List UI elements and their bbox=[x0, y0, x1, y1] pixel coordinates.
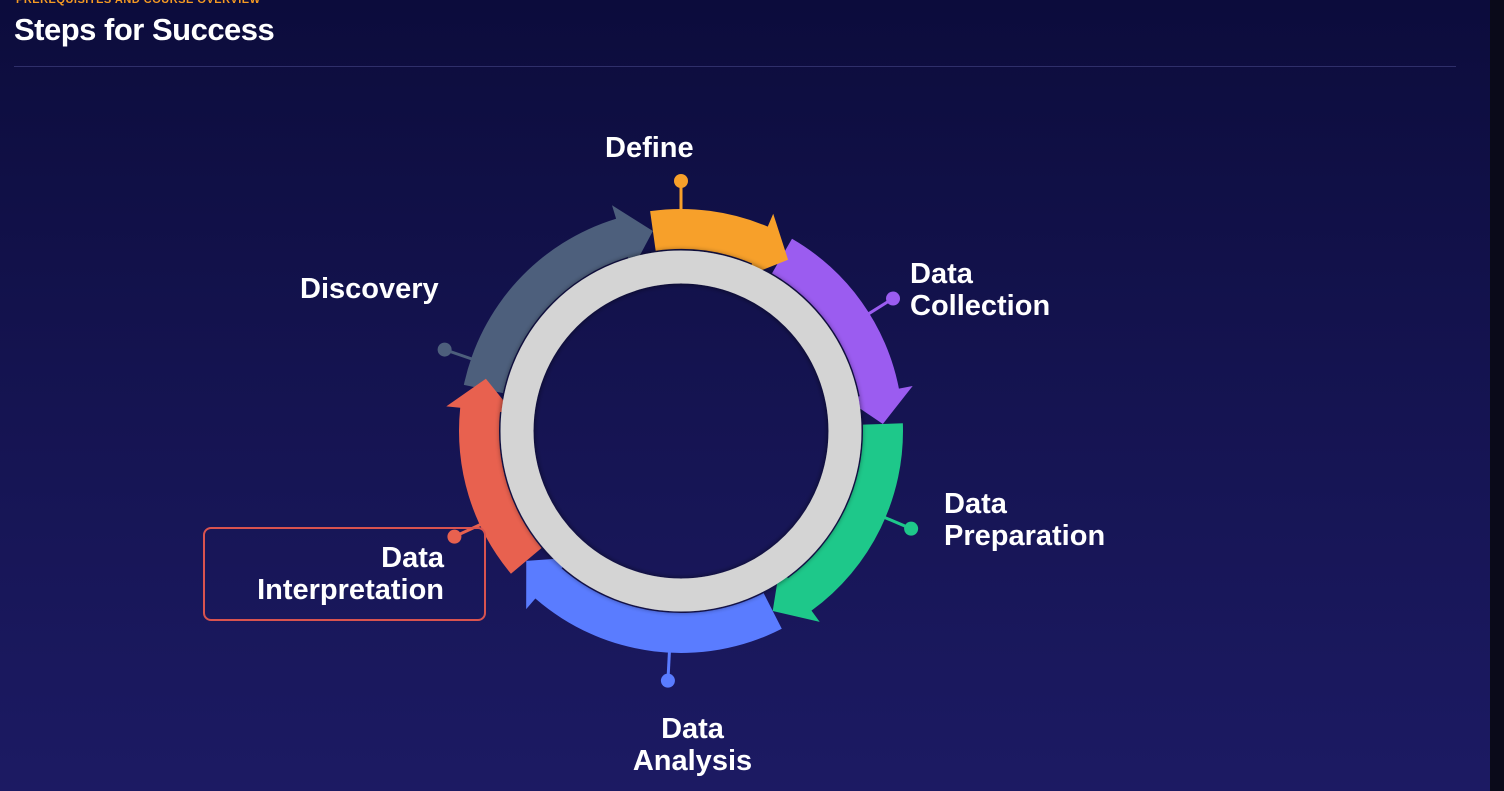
connector-dot-analysis bbox=[660, 673, 675, 688]
segment-discovery bbox=[463, 205, 653, 394]
segment-collection bbox=[772, 238, 913, 424]
segment-analysis bbox=[526, 557, 782, 653]
header-divider bbox=[14, 66, 1456, 67]
segment-define bbox=[650, 209, 789, 277]
cycle-segments bbox=[446, 205, 913, 653]
section-eyebrow: PREREQUISITES AND COURSE OVERVIEW bbox=[16, 0, 261, 6]
page-title: Steps for Success bbox=[14, 12, 275, 47]
segment-interpretation bbox=[446, 378, 542, 574]
stage-label-discovery: Discovery bbox=[300, 273, 439, 305]
inner-ring bbox=[500, 250, 862, 612]
stage-connectors bbox=[437, 174, 919, 688]
connector-dot-discovery bbox=[437, 342, 452, 357]
stage-label-data-collection: Data Collection bbox=[910, 258, 1051, 322]
window-edge bbox=[1490, 0, 1504, 791]
connector-dot-interpretation bbox=[447, 529, 462, 544]
stage-label-define: Define bbox=[605, 132, 694, 164]
stage-label-data-preparation: Data Preparation bbox=[944, 488, 1106, 552]
stage-label-data-interpretation: Data Interpretation bbox=[257, 542, 444, 606]
connector-dot-collection bbox=[886, 291, 901, 306]
segment-preparation bbox=[772, 423, 903, 622]
connector-dot-preparation bbox=[904, 521, 919, 536]
highlight-box-interpretation bbox=[203, 527, 486, 621]
stage-label-data-analysis: Data Analysis bbox=[632, 713, 753, 777]
connector-dot-define bbox=[674, 174, 688, 188]
